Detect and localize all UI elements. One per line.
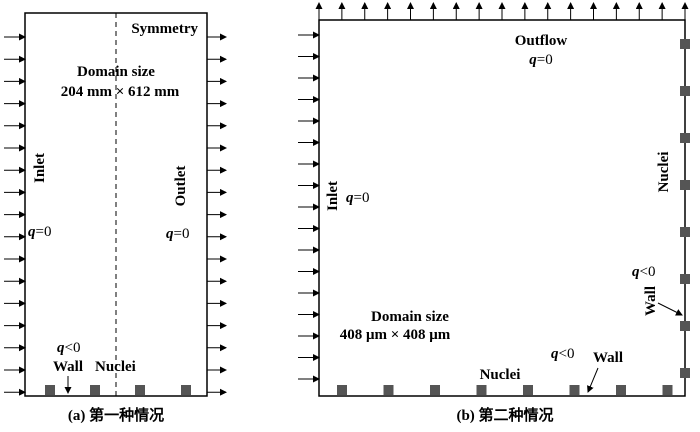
panel-b: Outflow q=0 Inlet q=0 Nuclei q<0 Wall Do… <box>298 2 690 424</box>
right-q-condition: q<0 <box>632 264 655 280</box>
nucleus-square-icon <box>680 321 690 331</box>
nucleus-square-icon <box>181 385 191 395</box>
nucleus-square-icon <box>680 368 690 378</box>
nucleus-square-icon <box>383 385 394 395</box>
nucleus-square-icon <box>523 385 533 395</box>
wall-label: Wall <box>53 359 83 375</box>
nucleus-square-icon <box>337 385 347 395</box>
outlet-arrows <box>207 33 227 396</box>
nuclei-row-a <box>45 385 191 395</box>
nucleus-square-icon <box>680 39 690 49</box>
right-wall-label: Wall <box>643 286 659 316</box>
nucleus-square-icon <box>569 385 580 395</box>
inlet-arrows-b <box>298 31 320 383</box>
caption-b: (b) 第二种情况 <box>456 406 553 424</box>
domain-size-value: 204 mm × 612 mm <box>61 84 180 100</box>
outlet-label: Outlet <box>173 166 189 207</box>
nuclei-label-bottom: Nuclei <box>480 367 521 383</box>
outflow-q-condition: q=0 <box>529 52 552 68</box>
domain-size-label: Domain size <box>77 64 155 80</box>
nucleus-square-icon <box>90 385 100 395</box>
inlet-label: Inlet <box>32 153 48 183</box>
right-wall-pointer-arrow-icon <box>657 302 683 316</box>
domain-size-value-b: 408 μm × 408 μm <box>340 327 451 343</box>
nuclei-label: Nuclei <box>95 359 136 375</box>
nuclei-column-right <box>680 39 690 378</box>
nucleus-square-icon <box>680 86 690 96</box>
symmetry-label: Symmetry <box>131 21 198 37</box>
nucleus-square-icon <box>680 227 690 237</box>
nucleus-square-icon <box>476 385 487 395</box>
nuclei-row-bottom <box>337 385 673 395</box>
wall-q-condition: q<0 <box>57 340 80 356</box>
outflow-label: Outflow <box>515 33 568 49</box>
nuclei-label-right: Nuclei <box>656 152 672 193</box>
inlet-q-condition-b: q=0 <box>346 190 369 206</box>
nucleus-square-icon <box>135 385 145 395</box>
caption-a: (a) 第一种情况 <box>68 406 164 424</box>
inlet-label-b: Inlet <box>325 181 341 211</box>
bottom-wall-label: Wall <box>593 350 623 366</box>
domain-size-label-b: Domain size <box>371 309 449 325</box>
nucleus-square-icon <box>616 385 626 395</box>
bottom-q-condition: q<0 <box>551 346 574 362</box>
nucleus-square-icon <box>680 180 690 190</box>
nucleus-square-icon <box>680 274 690 284</box>
inlet-arrows <box>4 33 26 396</box>
inlet-q-condition: q=0 <box>28 224 51 240</box>
outlet-q-condition: q=0 <box>166 226 189 242</box>
panel-a: Symmetry Domain size 204 mm × 612 mm Inl… <box>4 12 227 424</box>
bottom-wall-pointer-arrow-icon <box>587 367 599 393</box>
nucleus-square-icon <box>680 133 690 143</box>
outflow-arrows <box>315 2 689 20</box>
nucleus-square-icon <box>45 385 55 395</box>
nucleus-square-icon <box>430 385 440 395</box>
nucleus-square-icon <box>662 385 673 395</box>
